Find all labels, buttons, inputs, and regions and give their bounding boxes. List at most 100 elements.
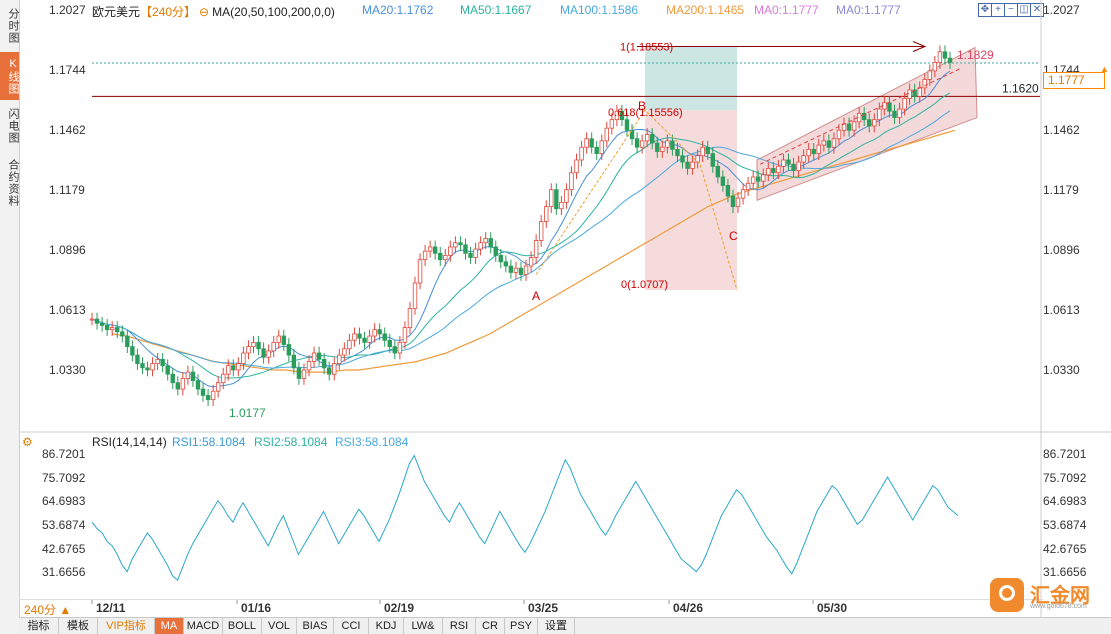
tab-ma[interactable]: MA — [155, 618, 184, 634]
sidebar-item-timeshare[interactable]: 分时图 — [7, 8, 19, 44]
candle-body — [559, 201, 564, 210]
rsi-tick-label: 75.7092 — [42, 470, 86, 485]
candle-body — [432, 246, 438, 254]
rsi-title: RSI(14,14,14) — [92, 435, 167, 449]
candle-body — [614, 110, 620, 121]
rsi-tick-label: 86.7201 — [42, 447, 86, 461]
tab-indicators[interactable]: 指标 — [19, 618, 59, 634]
tab-vol[interactable]: VOL — [262, 618, 297, 634]
tab-macd[interactable]: MACD — [184, 618, 223, 634]
candle-body — [932, 61, 938, 72]
candle-body — [135, 354, 140, 365]
candle-body — [427, 246, 433, 252]
period-selector[interactable]: 240分 ▲ — [24, 603, 72, 617]
candle-body — [705, 146, 710, 155]
price-tick-label-left: 1.0613 — [49, 302, 86, 317]
candle-body — [680, 155, 685, 163]
candle-body — [362, 337, 367, 343]
tab-psy[interactable]: PSY — [505, 618, 538, 634]
sidebar: 分时图 K线图 闪电图 合约资料 — [0, 0, 20, 634]
candle-body — [463, 244, 468, 254]
candle-body — [846, 123, 852, 131]
candle-body — [836, 129, 842, 140]
candle-body — [145, 367, 150, 371]
candle-body — [811, 148, 816, 155]
tab-lw[interactable]: LW& — [404, 618, 443, 634]
resistance-price-label: 1.1620 — [1002, 81, 1039, 95]
candle-body — [776, 165, 781, 174]
tab-vip-indicators[interactable]: VIP指标 — [98, 618, 155, 634]
candle-body — [634, 138, 640, 148]
candle-body — [831, 138, 837, 148]
wave-point-a: A — [532, 289, 540, 303]
candle-body — [140, 363, 145, 369]
fib-zero-label: 0(1.0707) — [621, 279, 668, 291]
tab-rsi[interactable]: RSI — [443, 618, 476, 634]
candle-body — [155, 358, 160, 365]
candle-body — [266, 350, 271, 358]
price-tick-label: 1.1179 — [1043, 182, 1079, 197]
time-axis-label: 02/19 — [384, 601, 415, 615]
candle-body — [806, 148, 811, 157]
time-axis-label: 04/26 — [673, 601, 704, 615]
candle-body — [564, 189, 569, 203]
candle-body — [493, 246, 498, 256]
move-icon[interactable]: ✥ — [978, 3, 992, 17]
rsi-tick-label: 42.6765 — [1043, 541, 1087, 556]
candle-body — [478, 242, 483, 250]
time-axis — [19, 599, 1043, 617]
price-tick-label-left: 1.1462 — [49, 122, 86, 137]
candle-body — [629, 129, 635, 140]
logo-text: 汇金网 — [1030, 585, 1090, 607]
candle-body — [352, 333, 357, 341]
candle-body — [720, 176, 726, 186]
candle-body — [453, 242, 458, 248]
candle-body — [301, 369, 307, 379]
tab-kdj[interactable]: KDJ — [369, 618, 404, 634]
candle-body — [120, 331, 125, 337]
candle-body — [518, 267, 524, 275]
sidebar-item-kline[interactable]: K线图 — [0, 52, 19, 100]
candle-body — [624, 119, 630, 131]
symbol-label: 欧元美元 — [92, 5, 141, 19]
settings-icon[interactable]: ⊖ — [199, 5, 210, 19]
candle-body — [750, 176, 756, 184]
candle-body — [604, 127, 609, 142]
candle-body — [523, 265, 529, 275]
candle-body — [392, 346, 398, 354]
tab-cr[interactable]: CR — [476, 618, 505, 634]
candle-body — [342, 348, 347, 356]
tab-cci[interactable]: CCI — [334, 618, 369, 634]
rsi-legend-item: RSI1:58.1084 — [172, 435, 246, 449]
sidebar-item-flash[interactable]: 闪电图 — [7, 108, 19, 144]
time-axis-label: 05/30 — [817, 601, 848, 615]
sidebar-item-contract-info[interactable]: 合约资料 — [7, 159, 19, 207]
ma-legend-item: MA100:1.1586 — [560, 3, 639, 17]
candle-body — [241, 352, 246, 365]
high-price-label: 1.1829 — [957, 48, 994, 62]
candle-body — [291, 354, 297, 369]
tab-bias[interactable]: BIAS — [297, 618, 334, 634]
rsi-tick-label: 64.6983 — [42, 494, 86, 509]
candle-body — [246, 346, 251, 354]
candle-body — [311, 352, 317, 362]
candle-body — [372, 329, 377, 337]
tab-templates[interactable]: 模板 — [59, 618, 98, 634]
rsi-settings-icon[interactable]: ⚙ — [22, 435, 33, 449]
rsi-tick-label: 53.6874 — [1043, 517, 1087, 532]
candle-body — [508, 265, 514, 273]
candle-body — [801, 155, 806, 163]
candle-body — [538, 221, 544, 241]
candle-body — [927, 70, 933, 80]
candle-body — [725, 185, 731, 197]
chart-toolbar: ✥ + − ◫ ✕ — [978, 0, 1044, 20]
candle-body — [756, 176, 761, 182]
tab-boll[interactable]: BOLL — [223, 618, 262, 634]
candle-body — [271, 341, 276, 352]
candle-body — [165, 365, 170, 375]
tab-settings[interactable]: 设置 — [538, 618, 575, 634]
candle-body — [644, 134, 650, 142]
price-marker-icon: ▲ — [1100, 64, 1109, 74]
candle-body — [892, 110, 897, 118]
